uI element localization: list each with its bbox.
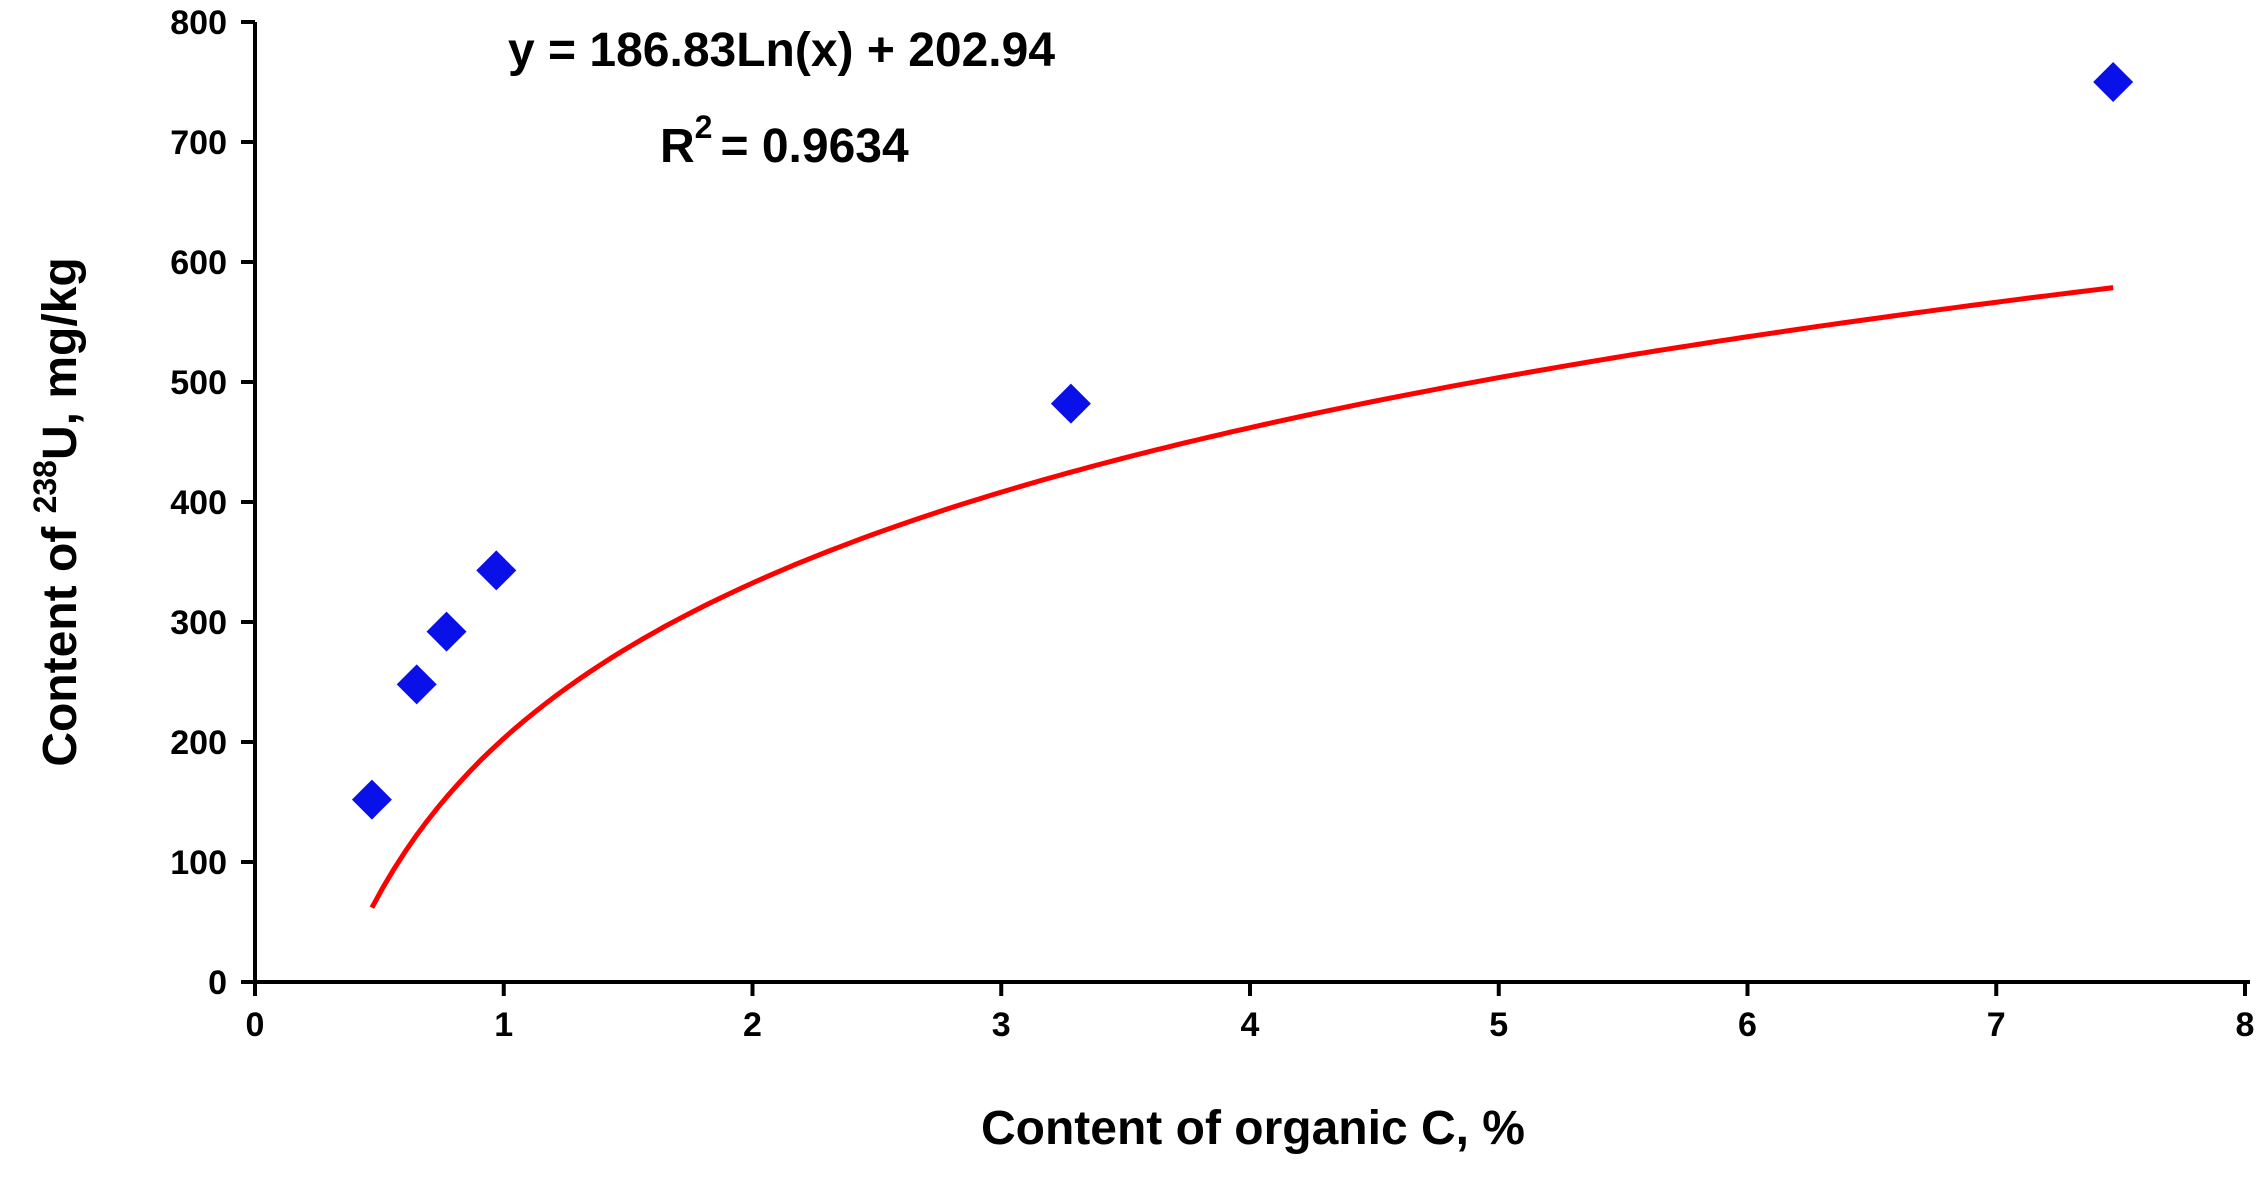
y-tick-label: 300 [170,604,227,642]
data-point [476,550,517,591]
y-tick-label: 0 [208,964,227,1002]
y-axis-title-suffix: U, mg/kg [34,257,87,460]
x-tick-label: 7 [1987,1006,2006,1044]
x-tick-label: 6 [1738,1006,1757,1044]
y-ticks: 0 100 200 300 400 500 600 700 800 [170,4,255,1002]
r-squared-value: = 0.9634 [720,120,908,173]
y-axis-title-superscript: 238 [27,460,63,513]
r-squared-label: R2 = 0.9634 [660,109,909,173]
x-tick-label: 5 [1489,1006,1508,1044]
data-point [1050,383,1091,424]
x-tick-label: 2 [743,1006,762,1044]
x-tick-label: 1 [494,1006,513,1044]
y-tick-label: 200 [170,724,227,762]
r-squared-base: R [660,120,695,173]
x-tick-label: 8 [2236,1006,2255,1044]
x-tick-label: 3 [992,1006,1011,1044]
x-tick-label: 4 [1241,1006,1260,1044]
x-tick-label: 0 [246,1006,265,1044]
trendline [369,285,2114,909]
data-point [396,664,437,705]
x-ticks: 0 1 2 3 4 5 6 7 8 [246,982,2255,1044]
data-point [2093,62,2134,102]
y-axis-title: Content of 238U, mg/kg [27,257,87,766]
trendline-equation: y = 186.83Ln(x) + 202.94 [508,24,1055,77]
x-axis-title: Content of organic C, % [981,1102,1525,1155]
data-point [351,779,392,820]
y-tick-label: 400 [170,484,227,522]
r-squared-exponent: 2 [695,109,713,145]
data-points [351,62,2134,820]
data-point [426,611,467,652]
y-tick-label: 500 [170,364,227,402]
y-tick-label: 600 [170,244,227,282]
y-tick-label: 700 [170,124,227,162]
axes [253,22,2250,984]
y-tick-label: 100 [170,844,227,882]
y-axis-title-prefix: Content of [34,513,87,766]
y-tick-label: 800 [170,4,227,42]
